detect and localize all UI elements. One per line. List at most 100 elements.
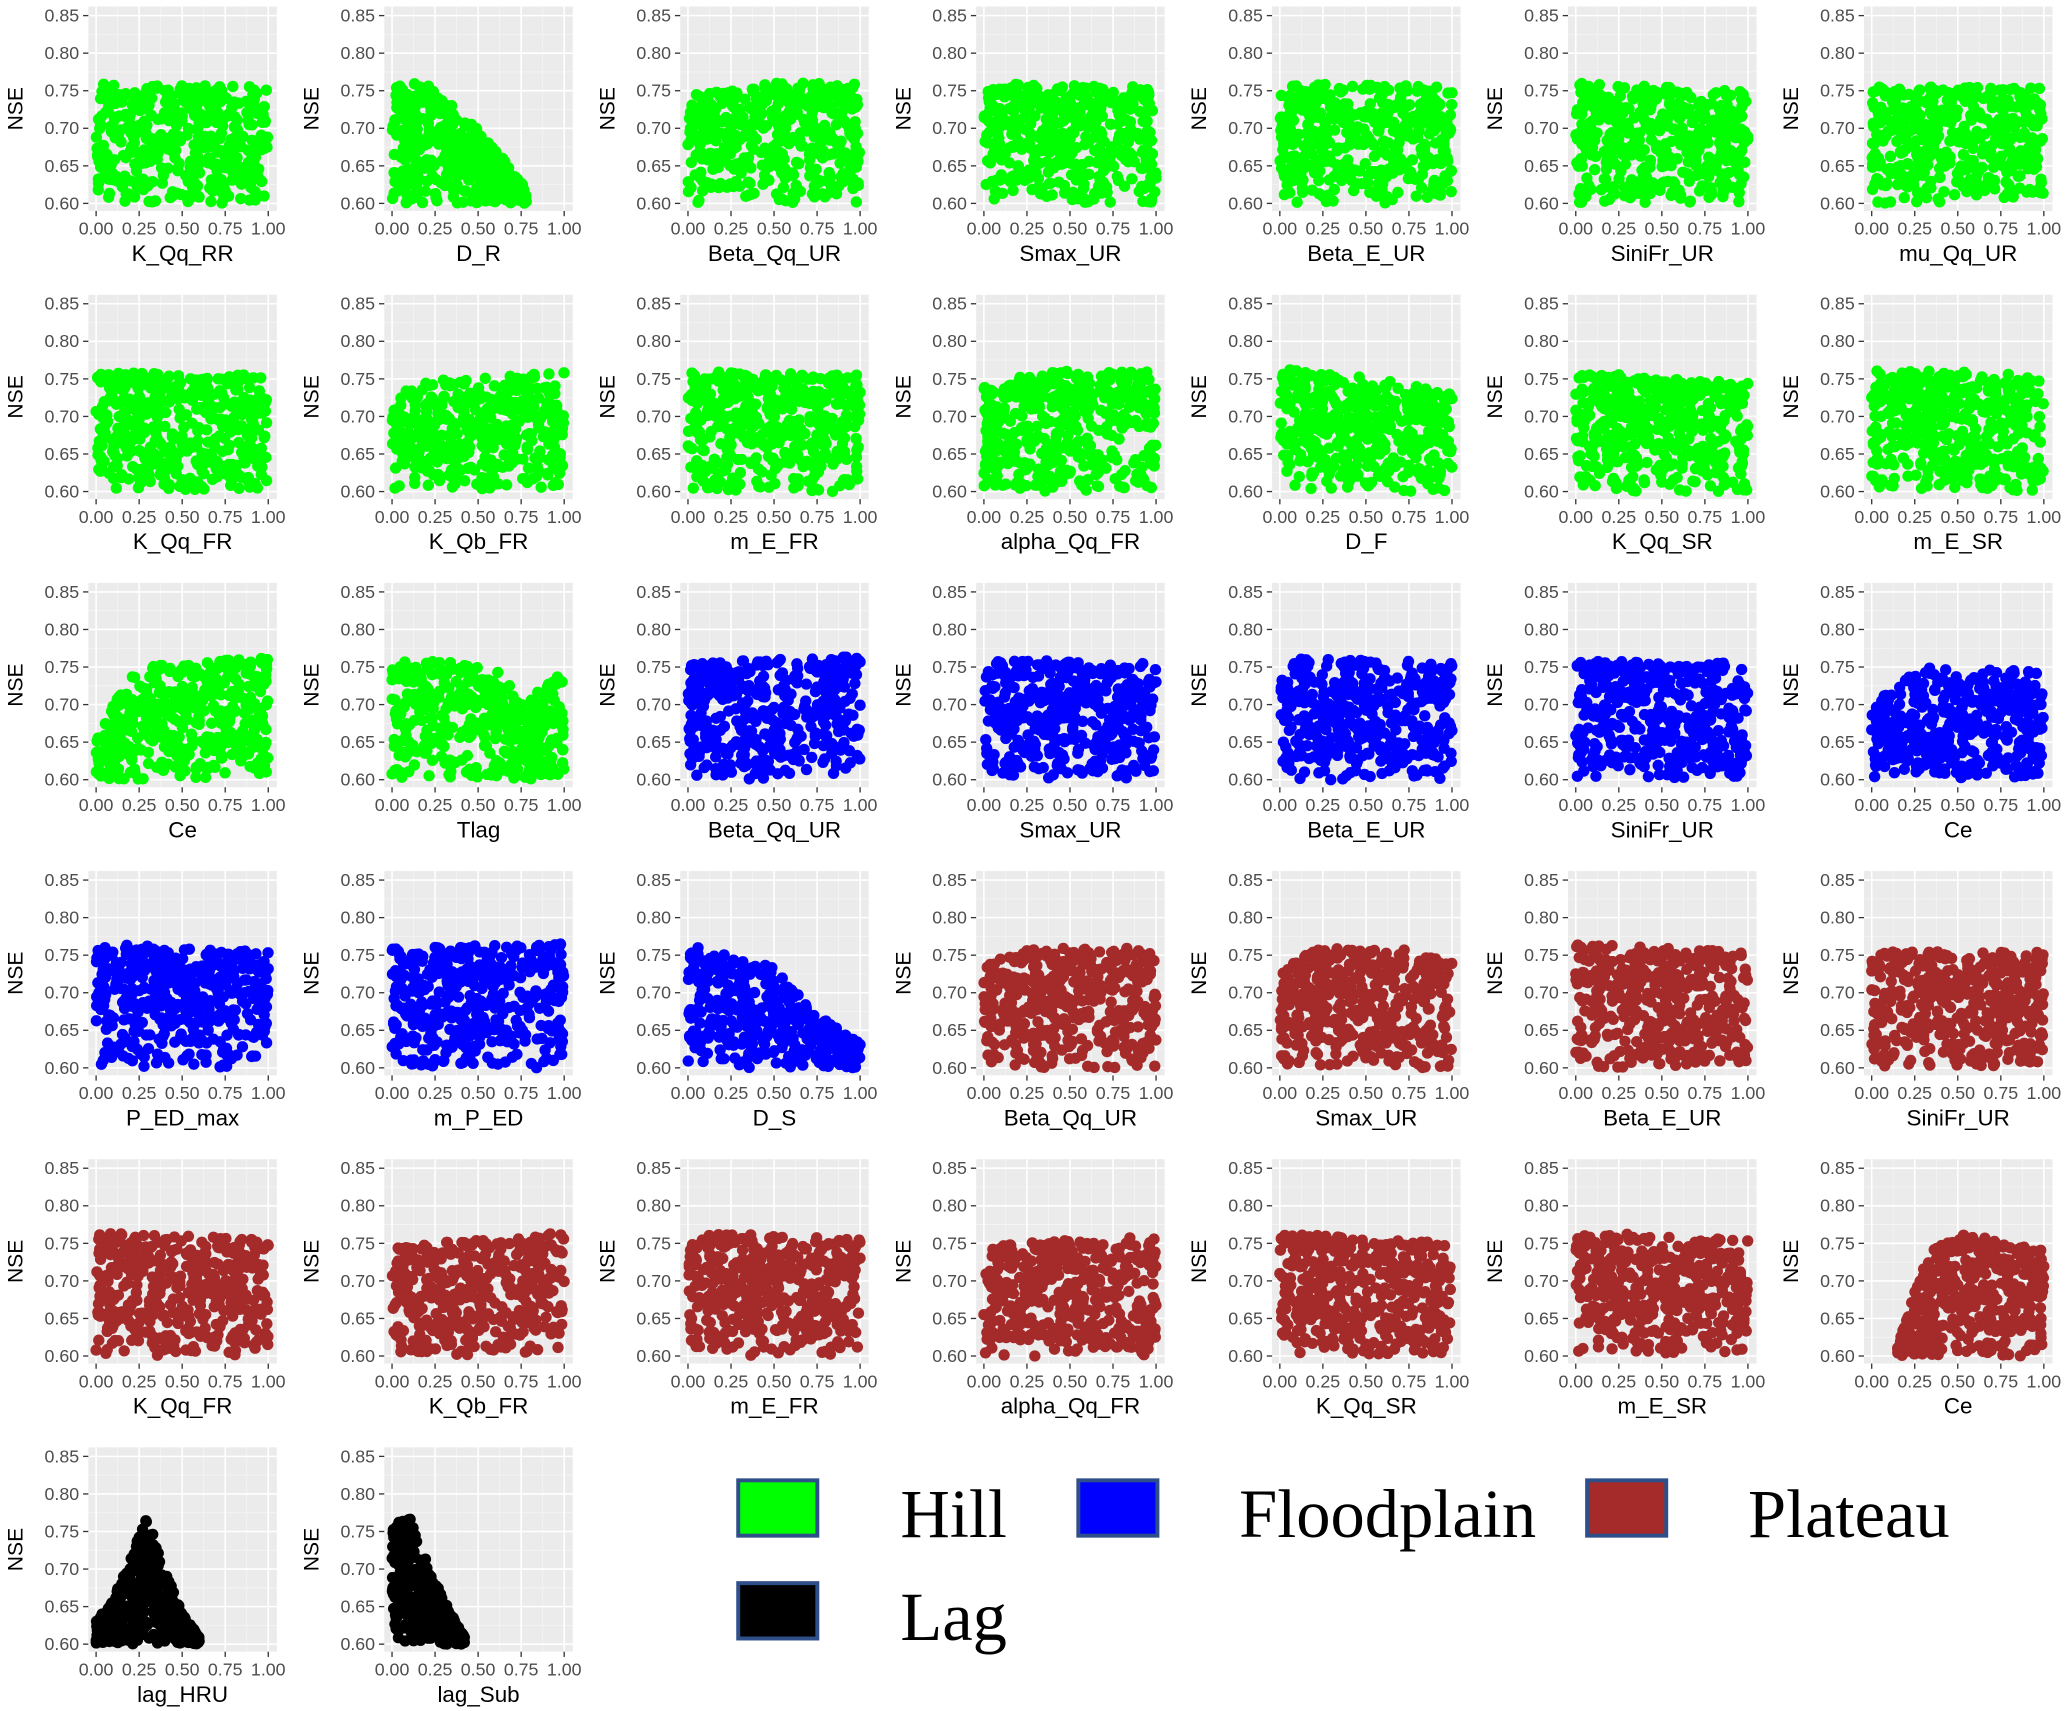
data-point xyxy=(1989,183,2001,195)
data-point xyxy=(207,185,219,197)
data-point xyxy=(1295,175,1307,188)
y-tick-label: 0.85 xyxy=(636,6,671,26)
data-point xyxy=(111,460,123,472)
x-tick-label: 1.00 xyxy=(2027,219,2062,239)
data-point xyxy=(716,97,728,110)
data-point xyxy=(1115,109,1127,122)
data-point xyxy=(92,184,104,196)
data-point xyxy=(401,88,413,101)
data-point xyxy=(1004,175,1016,188)
data-point xyxy=(1445,185,1457,198)
data-point xyxy=(1732,129,1744,141)
data-point xyxy=(978,110,991,122)
data-point xyxy=(140,408,153,420)
data-point xyxy=(734,382,746,394)
y-tick-label: 0.75 xyxy=(45,81,80,101)
data-point xyxy=(139,452,151,464)
data-point xyxy=(850,473,862,485)
y-tick-label: 0.75 xyxy=(932,369,967,389)
data-point xyxy=(1446,87,1458,99)
data-point xyxy=(737,431,750,444)
x-tick-label: 0.00 xyxy=(671,219,706,239)
data-point xyxy=(1889,94,1901,106)
data-point xyxy=(252,460,264,472)
scatter-panel-k-qq-rr: 0.00 0.25 0.50 0.75 1.000.600.650.700.750.80… xyxy=(4,6,285,266)
data-point xyxy=(1574,79,1586,91)
data-point xyxy=(686,443,698,455)
x-tick-label: 0.25 xyxy=(714,219,749,239)
data-point xyxy=(147,176,159,188)
data-point xyxy=(247,96,260,108)
y-tick-label: 0.70 xyxy=(636,406,671,426)
y-tick-label: 0.85 xyxy=(1820,6,1855,26)
data-point xyxy=(993,132,1005,144)
data-point xyxy=(389,114,401,126)
y-tick-label: 0.60 xyxy=(636,193,671,213)
data-point xyxy=(831,87,844,100)
data-point xyxy=(402,426,414,438)
y-axis-label: NSE xyxy=(1780,87,1803,130)
data-point xyxy=(1644,157,1656,169)
data-point xyxy=(720,111,732,124)
data-point xyxy=(442,114,455,126)
data-point xyxy=(1137,195,1149,208)
data-point xyxy=(386,192,399,205)
data-point xyxy=(460,156,472,169)
data-point xyxy=(249,186,261,198)
data-point xyxy=(244,177,257,190)
data-point xyxy=(115,136,127,148)
data-point xyxy=(1040,121,1052,134)
data-point xyxy=(1978,184,1991,197)
x-tick-label: 0.00 xyxy=(967,507,1002,527)
data-point xyxy=(140,132,153,145)
data-point xyxy=(693,194,705,207)
x-axis-label: m_E_FR xyxy=(730,529,818,554)
y-tick-label: 0.65 xyxy=(340,444,375,464)
x-tick-label: 0.75 xyxy=(504,219,539,239)
data-point xyxy=(182,175,194,188)
data-point xyxy=(543,368,555,380)
data-point xyxy=(1588,134,1601,147)
data-point xyxy=(1084,111,1096,124)
data-point xyxy=(1105,97,1118,109)
data-point xyxy=(179,483,192,495)
data-point xyxy=(118,372,130,384)
data-point xyxy=(804,97,816,110)
data-point xyxy=(1375,90,1387,103)
data-point xyxy=(823,134,836,146)
data-point xyxy=(758,169,771,181)
y-tick-label: 0.80 xyxy=(45,43,80,63)
data-point xyxy=(802,475,814,487)
data-point xyxy=(1626,90,1639,102)
data-point xyxy=(439,150,451,162)
y-tick-label: 0.70 xyxy=(932,406,967,426)
data-point xyxy=(497,154,509,166)
data-point xyxy=(144,372,156,385)
y-tick-label: 0.85 xyxy=(45,294,80,314)
data-point xyxy=(1423,107,1436,119)
data-point xyxy=(184,155,197,168)
data-point xyxy=(450,114,463,127)
data-point xyxy=(428,448,440,461)
data-point xyxy=(1399,157,1411,169)
data-point xyxy=(1651,139,1664,152)
data-point xyxy=(1336,174,1348,187)
data-point xyxy=(144,155,156,168)
y-tick-label: 0.80 xyxy=(932,331,967,351)
data-point xyxy=(748,187,760,200)
scatter-panel-sinifr-ur: 0.00 0.25 0.50 0.75 1.000.600.650.700.750.80… xyxy=(1484,6,1765,266)
data-point xyxy=(461,446,474,458)
x-tick-label: 0.75 xyxy=(1096,507,1131,527)
data-point xyxy=(687,482,699,494)
data-point xyxy=(104,120,117,133)
data-point xyxy=(797,460,809,473)
data-point xyxy=(94,161,107,173)
data-point xyxy=(1404,114,1417,127)
data-point xyxy=(1068,80,1081,92)
data-point xyxy=(208,103,220,115)
y-tick-label: 0.65 xyxy=(1820,156,1855,176)
data-point xyxy=(844,165,856,178)
y-tick-label: 0.85 xyxy=(45,6,80,26)
data-point xyxy=(987,148,999,160)
data-point xyxy=(481,408,493,421)
